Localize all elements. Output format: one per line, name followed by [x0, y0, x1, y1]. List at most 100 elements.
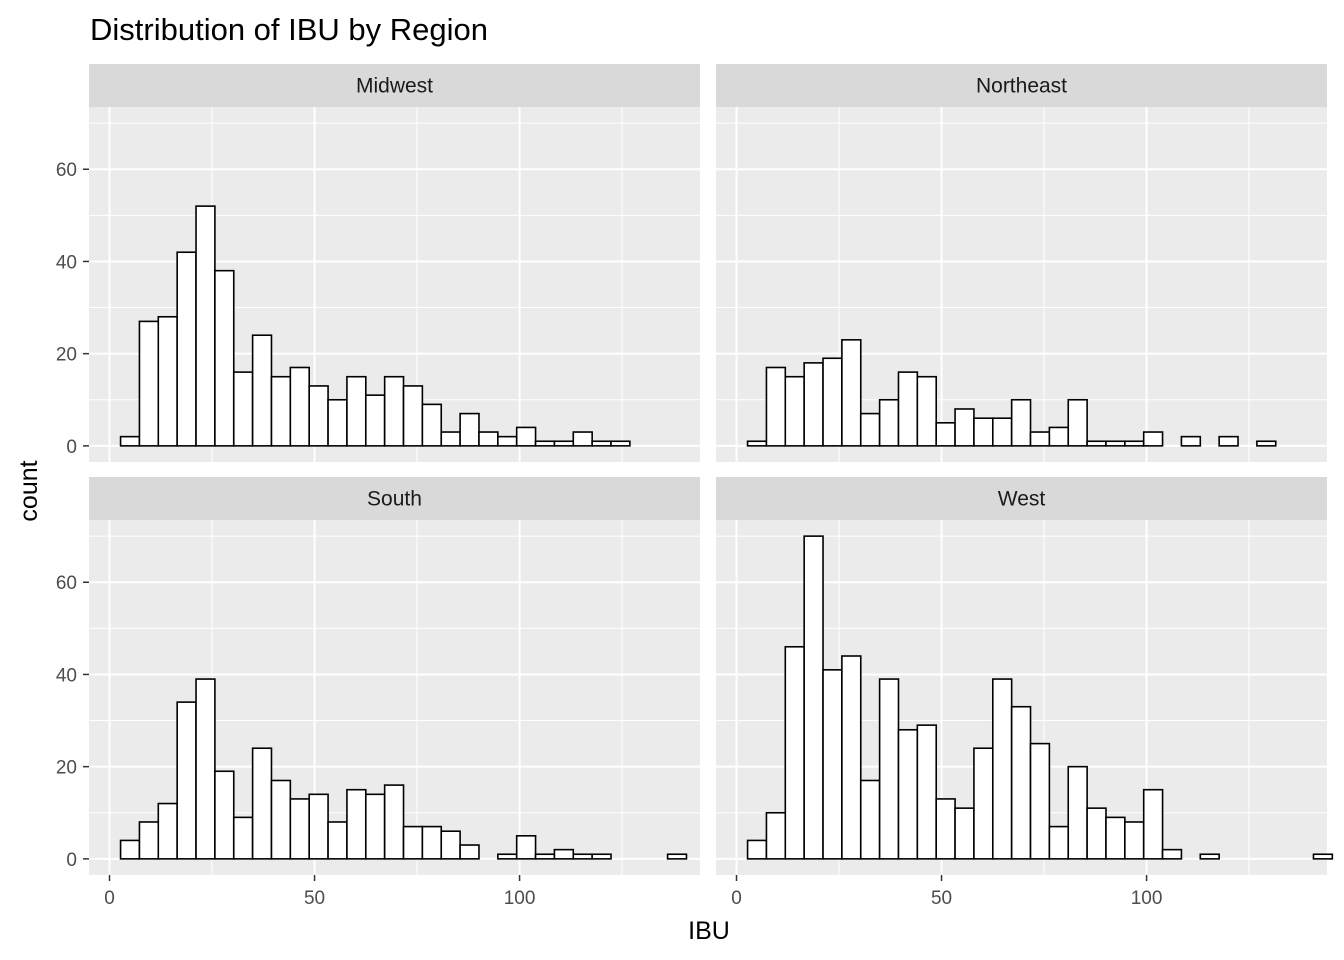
histogram-bar [214, 770, 235, 860]
histogram-bar [1105, 440, 1126, 447]
histogram-bar [364, 394, 386, 447]
histogram-bar [383, 784, 405, 860]
histogram-bar [289, 798, 311, 860]
histogram-bar [289, 366, 311, 447]
x-tick-label: 0 [731, 888, 742, 909]
histogram-bar [765, 366, 787, 447]
histogram-bar [157, 802, 178, 860]
x-tick-label: 0 [104, 888, 115, 909]
histogram-bar [1029, 742, 1051, 860]
histogram-bar [157, 315, 178, 447]
histogram-bar [440, 431, 461, 447]
histogram-bar [897, 728, 919, 860]
y-axis-title: count [15, 460, 43, 521]
histogram-bar [591, 853, 612, 860]
histogram-bar [346, 788, 367, 860]
y-tick-label: 20 [56, 758, 77, 779]
histogram-bar [232, 816, 254, 860]
histogram-bar [822, 357, 843, 447]
histogram-bar [138, 821, 160, 860]
histogram-bar [1086, 807, 1107, 860]
histogram-bar [1086, 440, 1107, 447]
histogram-bar [1010, 705, 1032, 860]
histogram-bar [591, 440, 612, 447]
histogram-bar [841, 655, 862, 860]
histogram-bar [553, 848, 575, 860]
strip-south [89, 477, 700, 520]
strip-label-south: South [367, 488, 422, 511]
histogram-bar [1142, 788, 1164, 860]
histogram-bar [195, 205, 216, 447]
histogram-bar [572, 431, 593, 447]
histogram-bar [803, 362, 824, 447]
x-tick-label: 50 [304, 888, 325, 909]
histogram-bar [138, 320, 160, 447]
histogram-bar [553, 440, 575, 447]
histogram-bar [666, 853, 688, 860]
histogram-bar [515, 426, 537, 447]
histogram-bar [251, 747, 273, 860]
histogram-bar [402, 385, 424, 447]
strip-label-west: West [998, 488, 1046, 511]
panel-midwest: Midwest 0 20 40 60 [56, 64, 700, 462]
histogram-bar [251, 334, 273, 447]
histogram-bar [515, 835, 537, 860]
x-axis-title: IBU [688, 917, 730, 945]
histogram-bar [1180, 435, 1202, 447]
histogram-bar [232, 371, 254, 447]
histogram-bar [822, 669, 843, 860]
strip-west [716, 477, 1327, 520]
histogram-bar [176, 251, 197, 447]
histogram-bar [383, 375, 405, 447]
histogram-bar [935, 422, 956, 447]
histogram-bar [784, 375, 805, 447]
histogram-bar [176, 701, 197, 860]
x-tick-label: 100 [504, 888, 536, 909]
histogram-bar [1142, 431, 1164, 447]
histogram-bar [459, 412, 480, 447]
histogram-bar [991, 417, 1013, 447]
histogram-bar [878, 678, 900, 860]
y-tick-label: 20 [56, 345, 77, 366]
histogram-bar [859, 779, 881, 860]
histogram-bar [973, 747, 994, 860]
y-tick-label: 60 [56, 573, 77, 594]
histogram-bar [1067, 398, 1088, 447]
histogram-bar [1312, 853, 1334, 860]
histogram-bar [1161, 848, 1183, 860]
y-tick-label: 40 [56, 665, 77, 686]
histogram-bar [497, 853, 518, 860]
facet-panels: Midwest 0 20 40 60 Northeast South 0 20 40 60 0 50 10… [56, 64, 1334, 909]
histogram-bar [572, 853, 593, 860]
y-tick-label: 60 [56, 160, 77, 181]
histogram-bar [859, 412, 881, 447]
histogram-bar [973, 417, 994, 447]
panel-west: West 0 50 100 [716, 477, 1334, 909]
x-tick-label: 50 [931, 888, 952, 909]
chart-title: Distribution of IBU by Region [90, 12, 488, 47]
histogram-bar [270, 779, 292, 860]
strip-northeast [716, 64, 1327, 107]
histogram-bar [308, 793, 329, 860]
histogram-bar [610, 440, 631, 447]
histogram-bar [346, 375, 367, 447]
histogram-bar [765, 811, 787, 860]
histogram-bar [327, 821, 348, 860]
histogram-bar [954, 807, 975, 860]
histogram-bar [954, 408, 975, 447]
histogram-bar [1048, 825, 1070, 860]
y-tick-label: 0 [66, 850, 77, 871]
histogram-bar [1067, 765, 1088, 860]
strip-label-midwest: Midwest [356, 75, 433, 98]
histogram-bar [916, 724, 938, 860]
histogram-bar [935, 798, 956, 860]
histogram-bar [1029, 431, 1051, 447]
histogram-bar [195, 678, 216, 860]
histogram-bar [459, 844, 480, 860]
x-tick-label: 100 [1131, 888, 1163, 909]
histogram-bar [534, 440, 556, 447]
histogram-bar [1105, 816, 1126, 860]
histogram-bar [421, 825, 443, 860]
panel-northeast: Northeast [716, 64, 1327, 462]
